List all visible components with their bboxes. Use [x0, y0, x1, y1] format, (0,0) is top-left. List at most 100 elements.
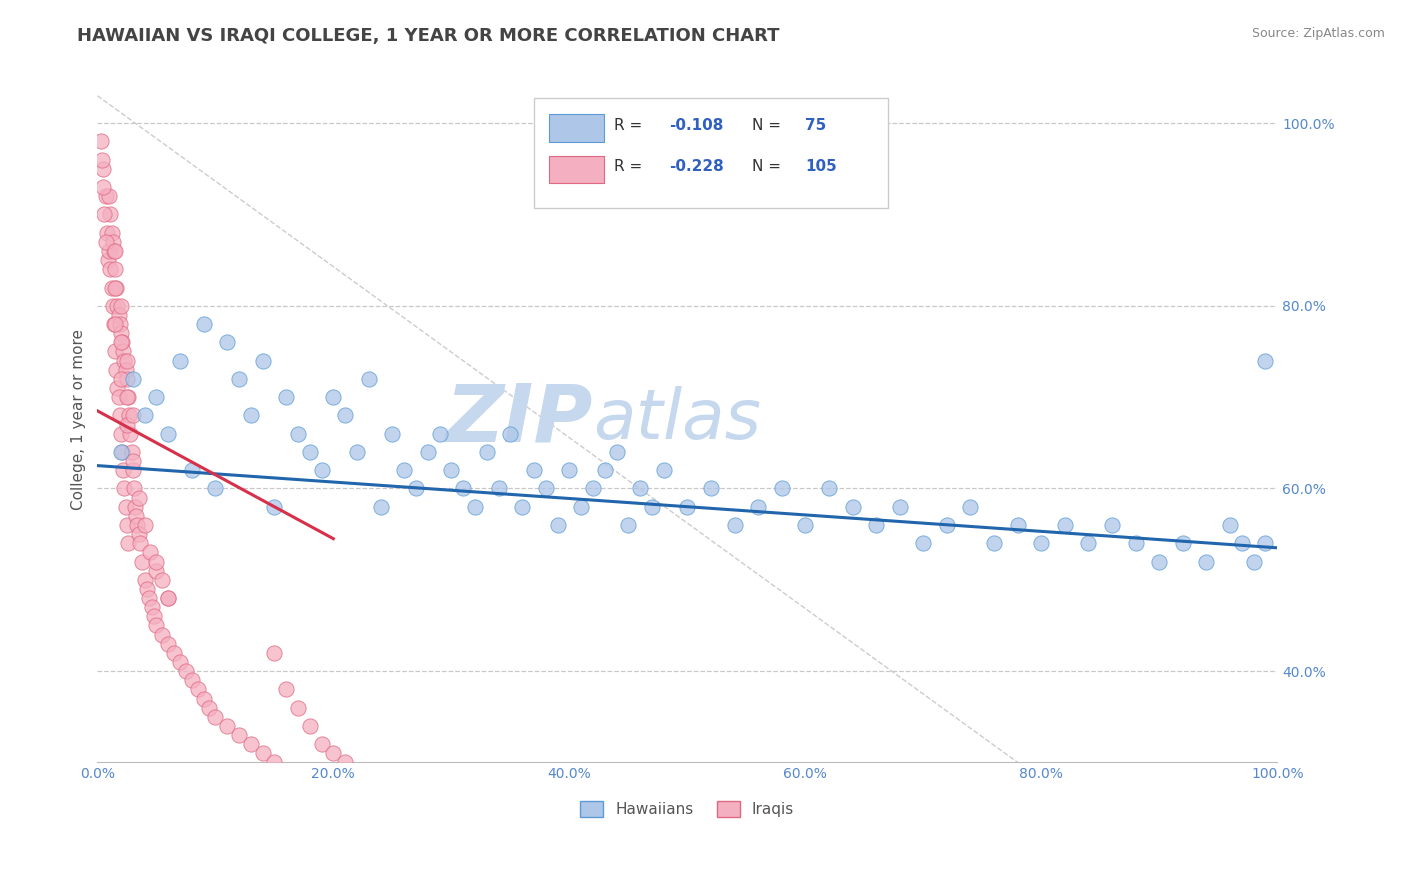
Point: [959, 500, 981, 514]
Point: [169, 353, 191, 368]
Point: [114, 482, 136, 496]
Point: [912, 536, 935, 550]
Point: [125, 508, 148, 523]
Point: [94, 235, 117, 249]
Point: [357, 773, 380, 788]
Point: [145, 554, 167, 568]
Text: N =: N =: [752, 118, 786, 133]
Point: [794, 518, 817, 533]
FancyBboxPatch shape: [550, 114, 603, 142]
Text: HAWAIIAN VS IRAQI COLLEGE, 1 YEAR OR MORE CORRELATION CHART: HAWAIIAN VS IRAQI COLLEGE, 1 YEAR OR MOR…: [77, 27, 780, 45]
Point: [935, 518, 957, 533]
Point: [1195, 554, 1218, 568]
Point: [187, 682, 209, 697]
Point: [1031, 536, 1053, 550]
Point: [747, 500, 769, 514]
Point: [169, 655, 191, 669]
Point: [157, 591, 180, 605]
Point: [145, 618, 167, 632]
Point: [115, 372, 138, 386]
Point: [107, 299, 129, 313]
Point: [157, 591, 180, 605]
Point: [112, 344, 135, 359]
Point: [499, 426, 522, 441]
Point: [139, 545, 162, 559]
Point: [180, 463, 202, 477]
Point: [582, 482, 605, 496]
Point: [107, 390, 129, 404]
Point: [117, 536, 139, 550]
Point: [117, 390, 139, 404]
Point: [841, 500, 863, 514]
Point: [145, 564, 167, 578]
Point: [98, 262, 121, 277]
Point: [134, 518, 156, 533]
Point: [818, 482, 841, 496]
FancyBboxPatch shape: [550, 155, 603, 183]
Point: [128, 527, 150, 541]
Point: [357, 372, 380, 386]
Point: [110, 299, 132, 313]
Point: [115, 518, 138, 533]
Point: [105, 362, 128, 376]
Point: [97, 253, 120, 268]
Point: [150, 627, 173, 641]
Point: [115, 417, 138, 432]
Point: [118, 409, 141, 423]
Point: [110, 426, 132, 441]
Point: [889, 500, 911, 514]
Text: N =: N =: [752, 159, 786, 174]
Point: [723, 518, 745, 533]
Point: [1230, 536, 1253, 550]
Point: [1101, 518, 1123, 533]
Point: [98, 189, 121, 203]
Point: [298, 445, 321, 459]
Point: [104, 244, 127, 258]
Point: [416, 445, 439, 459]
Point: [1053, 518, 1076, 533]
Point: [145, 390, 167, 404]
Point: [641, 500, 664, 514]
Point: [180, 673, 202, 688]
Point: [346, 445, 368, 459]
Point: [405, 482, 427, 496]
Point: [93, 207, 115, 221]
Point: [617, 518, 640, 533]
Point: [105, 280, 128, 294]
Point: [174, 664, 197, 678]
Text: R =: R =: [614, 118, 647, 133]
Text: 105: 105: [806, 159, 837, 174]
Point: [1254, 353, 1277, 368]
Text: -0.108: -0.108: [669, 118, 724, 133]
Text: 75: 75: [806, 118, 827, 133]
Point: [110, 372, 132, 386]
Point: [193, 317, 215, 331]
Point: [111, 335, 134, 350]
Point: [91, 180, 114, 194]
Point: [94, 189, 117, 203]
Point: [141, 600, 163, 615]
Point: [138, 591, 160, 605]
Point: [1219, 518, 1241, 533]
Point: [100, 280, 122, 294]
Point: [157, 637, 180, 651]
Text: -0.228: -0.228: [669, 159, 724, 174]
Point: [135, 582, 157, 596]
Point: [114, 362, 136, 376]
Point: [114, 353, 136, 368]
FancyBboxPatch shape: [534, 98, 889, 208]
Point: [416, 792, 439, 806]
Point: [157, 426, 180, 441]
Point: [370, 500, 392, 514]
Point: [110, 335, 132, 350]
Point: [569, 500, 592, 514]
Point: [298, 719, 321, 733]
Point: [1077, 536, 1099, 550]
Point: [112, 463, 135, 477]
Point: [124, 500, 146, 514]
Point: [263, 500, 285, 514]
Point: [115, 390, 138, 404]
Point: [101, 299, 124, 313]
Point: [440, 463, 463, 477]
Point: [104, 280, 127, 294]
